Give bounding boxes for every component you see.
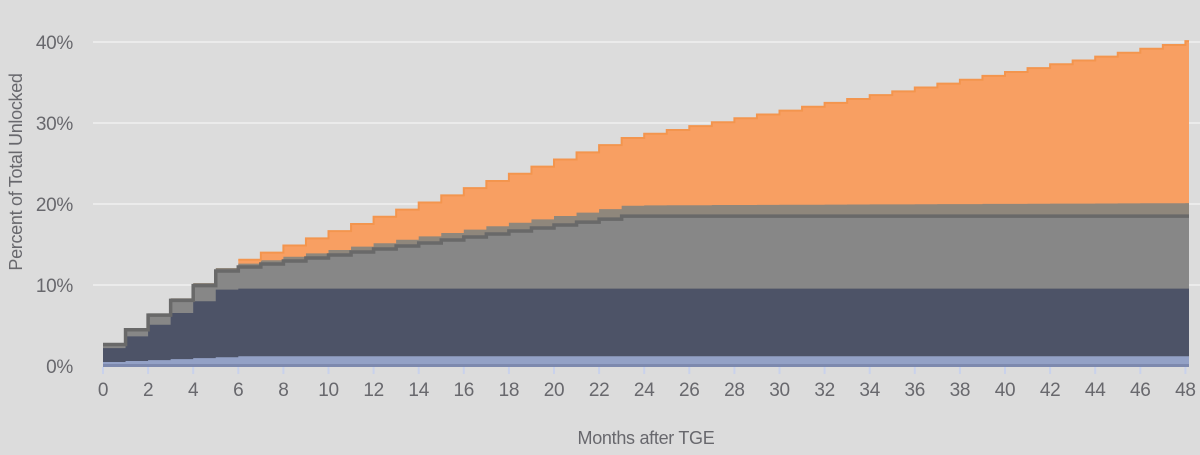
edge-mid-gray-band: [103, 214, 1189, 347]
x-tick-label: 26: [679, 380, 700, 401]
area-bottom-light-blue-band: [103, 356, 1189, 366]
y-tick-label: 20%: [36, 195, 74, 216]
y-tick-label: 40%: [36, 33, 74, 54]
x-tick-label: 30: [769, 380, 790, 401]
x-tick-label: 8: [278, 380, 288, 401]
x-tick-label: 24: [634, 380, 655, 401]
x-tick-label: 46: [1130, 380, 1151, 401]
x-tick-label: 36: [905, 380, 926, 401]
x-axis-title: Months after TGE: [578, 428, 715, 448]
x-tick-label: 20: [544, 380, 565, 401]
x-tick-label: 16: [454, 380, 475, 401]
x-tick-label: 4: [188, 380, 199, 401]
x-tick-label: 22: [589, 380, 610, 401]
x-tick-label: 14: [408, 380, 429, 401]
x-tick-label: 18: [499, 380, 520, 401]
x-tick-label: 40: [995, 380, 1016, 401]
axis-layer: [102, 364, 1189, 374]
x-tick-label: 32: [814, 380, 835, 401]
x-tick-label: 48: [1175, 380, 1196, 401]
x-tick-label: 2: [143, 380, 153, 401]
x-tick-label: 42: [1040, 380, 1061, 401]
x-tick-label: 28: [724, 380, 745, 401]
edge-orange-band: [238, 40, 1189, 261]
x-tick-label: 38: [950, 380, 971, 401]
x-tick-label: 34: [859, 380, 880, 401]
x-tick-label: 44: [1085, 380, 1106, 401]
x-tick-label: 10: [318, 380, 339, 401]
x-tick-label: 0: [98, 380, 108, 401]
stacked-areas-layer: [103, 41, 1190, 366]
x-tick-label: 6: [233, 380, 243, 401]
area-dark-navy-band: [103, 288, 1189, 366]
y-axis-title: Percent of Total Unlocked: [6, 73, 26, 270]
tick-labels-layer: 0 2 4 6 8 10 12 14 16 18 20 22 24 26 28 30 32 34 36 38 40 42 4…: [36, 33, 1196, 401]
y-tick-label: 30%: [36, 114, 74, 135]
y-tick-label: 10%: [36, 276, 74, 297]
x-tick-label: 12: [363, 380, 384, 401]
area-edges-layer: [103, 40, 1189, 347]
y-tick-label: 0%: [46, 357, 73, 378]
